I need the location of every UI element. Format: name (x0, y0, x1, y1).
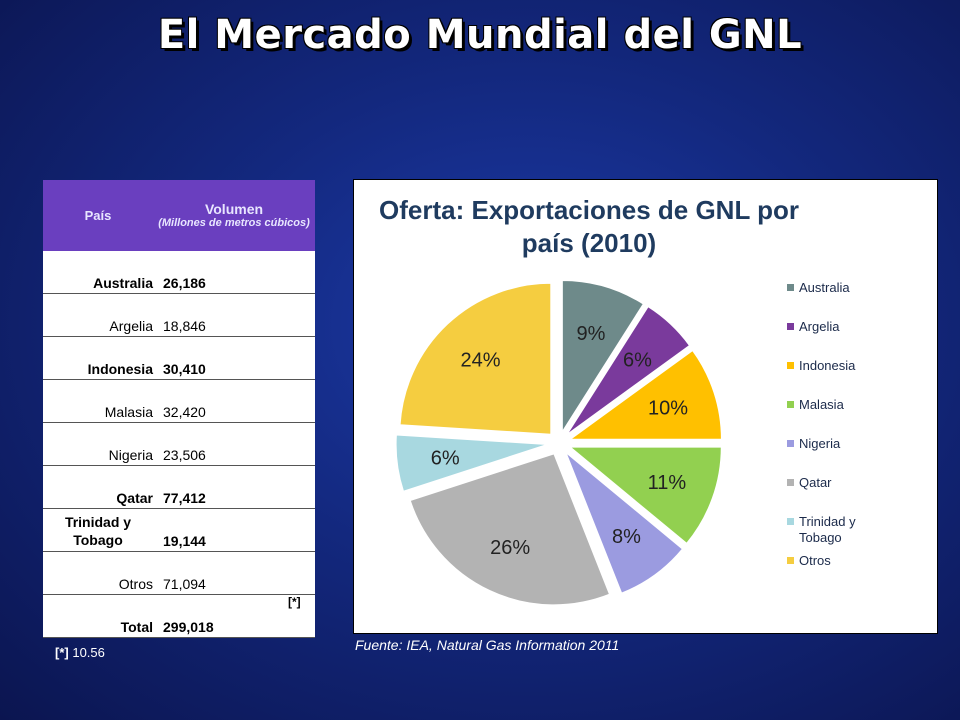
table-row: Trinidad y Tobago 19,144 (43, 508, 315, 552)
country-cell: Argelia (43, 293, 153, 337)
pie-slice-trinidad-y-tobago (395, 434, 548, 492)
pie-data-label: 8% (612, 526, 641, 548)
footnote-text: 10.56 (72, 645, 105, 660)
table-row: Qatar 77,412 (43, 465, 315, 509)
legend-label: Argelia (799, 319, 840, 334)
chart-title: Oferta: Exportaciones de GNL por país (2… (379, 195, 799, 258)
country-cell: Qatar (43, 465, 153, 509)
header-volume: Volumen (Millones de metros cúbicos) (153, 180, 315, 251)
legend-swatch (787, 362, 794, 369)
header-country: País (43, 180, 153, 251)
source-note: Fuente: IEA, Natural Gas Information 201… (355, 637, 620, 653)
footnote-mark: [*] (55, 645, 69, 660)
pie-data-label: 24% (460, 349, 500, 371)
legend-swatch (787, 518, 794, 525)
note-cell (288, 251, 315, 294)
country-cell: Trinidad y Tobago (43, 508, 153, 552)
legend-label: Malasia (799, 397, 844, 412)
country-cell: Nigeria (43, 422, 153, 466)
pie-data-label: 6% (623, 349, 652, 371)
legend-swatch (787, 323, 794, 330)
slide-title: El Mercado Mundial del GNL (157, 12, 803, 58)
pie-data-label: 11% (648, 472, 687, 494)
legend-swatch (787, 479, 794, 486)
legend-label: Australia (799, 280, 850, 295)
note-cell (288, 465, 315, 509)
pie-slice-argelia (566, 306, 691, 435)
country-cell: Otros (43, 551, 153, 595)
pie-data-label: 9% (577, 323, 606, 345)
pie-slice-qatar (409, 453, 611, 606)
legend-label: Indonesia (799, 358, 856, 373)
country-cell: Indonesia (43, 336, 153, 380)
country-cell: Total (43, 594, 153, 638)
note-cell (288, 422, 315, 466)
volume-table: País Volumen (Millones de metros cúbicos… (43, 180, 315, 638)
table-row: Nigeria 23,506 (43, 422, 315, 466)
note-cell (288, 551, 315, 595)
pie-data-label: 6% (431, 447, 460, 469)
table-row: Indonesia 30,410 (43, 336, 315, 380)
volume-cell: 19,144 (153, 508, 288, 552)
pie-svg: 9% 6% 10% 11% 8% 26% 6% 24% (395, 279, 722, 606)
legend-swatch (787, 440, 794, 447)
table-row: Argelia 18,846 (43, 293, 315, 337)
legend-swatch (787, 557, 794, 564)
header-volume-unit: (Millones de metros cúbicos) (158, 217, 310, 229)
legend-swatch (787, 284, 794, 291)
volume-cell: 71,094 (153, 551, 288, 595)
header-volume-label: Volumen (204, 201, 264, 217)
pie-data-label: 26% (490, 537, 530, 559)
legend-swatch (787, 401, 794, 408)
pie-slice-nigeria (565, 452, 684, 594)
pie-chart: Oferta: Exportaciones de GNL por país (2… (353, 179, 938, 634)
legend-label: Qatar (799, 475, 832, 490)
volume-cell: 18,846 (153, 293, 288, 337)
note-cell (288, 508, 315, 552)
footnote: [*] 10.56 (55, 645, 105, 660)
volume-cell: 299,018 (153, 594, 288, 638)
table-row: Otros 71,094 (43, 551, 315, 595)
table-row: Total 299,018 [*] (43, 594, 315, 638)
legend-label: Trinidad y Tobago (799, 514, 856, 545)
pie-slice-malasia (568, 446, 722, 545)
note-cell (288, 293, 315, 337)
table-row: Australia 26,186 (43, 251, 315, 294)
country-cell: Australia (43, 251, 153, 294)
pie-slice-australia (561, 279, 644, 434)
note-cell (288, 379, 315, 423)
pie-slice-indonesia (568, 349, 722, 440)
note-cell (288, 336, 315, 380)
volume-cell: 32,420 (153, 379, 288, 423)
table-row: Malasia 32,420 (43, 379, 315, 423)
volume-cell: 30,410 (153, 336, 288, 380)
pie-slice-otros (399, 282, 552, 435)
legend-label: Otros (799, 553, 831, 568)
volume-cell: 26,186 (153, 251, 288, 294)
note-cell: [*] (288, 594, 315, 638)
volume-cell: 23,506 (153, 422, 288, 466)
country-cell: Malasia (43, 379, 153, 423)
volume-cell: 77,412 (153, 465, 288, 509)
legend-label: Nigeria (799, 436, 841, 451)
pie-data-label: 10% (648, 398, 688, 420)
